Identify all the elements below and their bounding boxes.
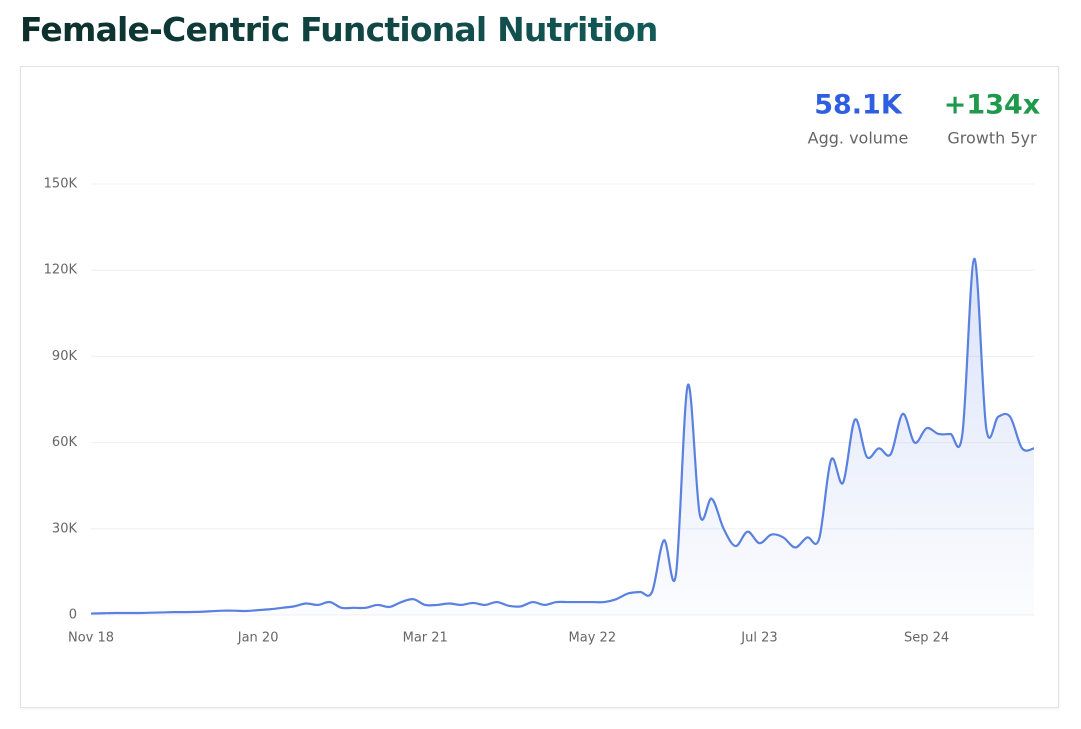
chart-title: Female-Centric Functional Nutrition [20, 10, 658, 49]
stat-value: 58.1K [814, 90, 903, 121]
stat-label: Growth 5yr [947, 129, 1037, 148]
y-tick-label: 0 [69, 608, 77, 623]
x-tick-label: Nov 18 [68, 631, 114, 646]
x-tick-label: Jan 20 [237, 631, 279, 646]
chart-card [20, 66, 1059, 708]
y-tick-label: 30K [52, 521, 78, 536]
x-tick-label: Mar 21 [403, 631, 448, 646]
y-tick-label: 60K [52, 435, 78, 450]
x-tick-label: May 22 [569, 631, 617, 646]
x-tick-label: Sep 24 [904, 631, 949, 646]
x-tick-label: Jul 23 [740, 631, 777, 646]
stat-label: Agg. volume [808, 129, 909, 148]
area-fill [91, 258, 1034, 615]
stat-value: +134x [944, 90, 1040, 121]
line [90, 257, 1035, 615]
y-tick-label: 150K [44, 177, 78, 192]
y-tick-label: 120K [44, 263, 78, 278]
y-tick-label: 90K [52, 349, 78, 364]
